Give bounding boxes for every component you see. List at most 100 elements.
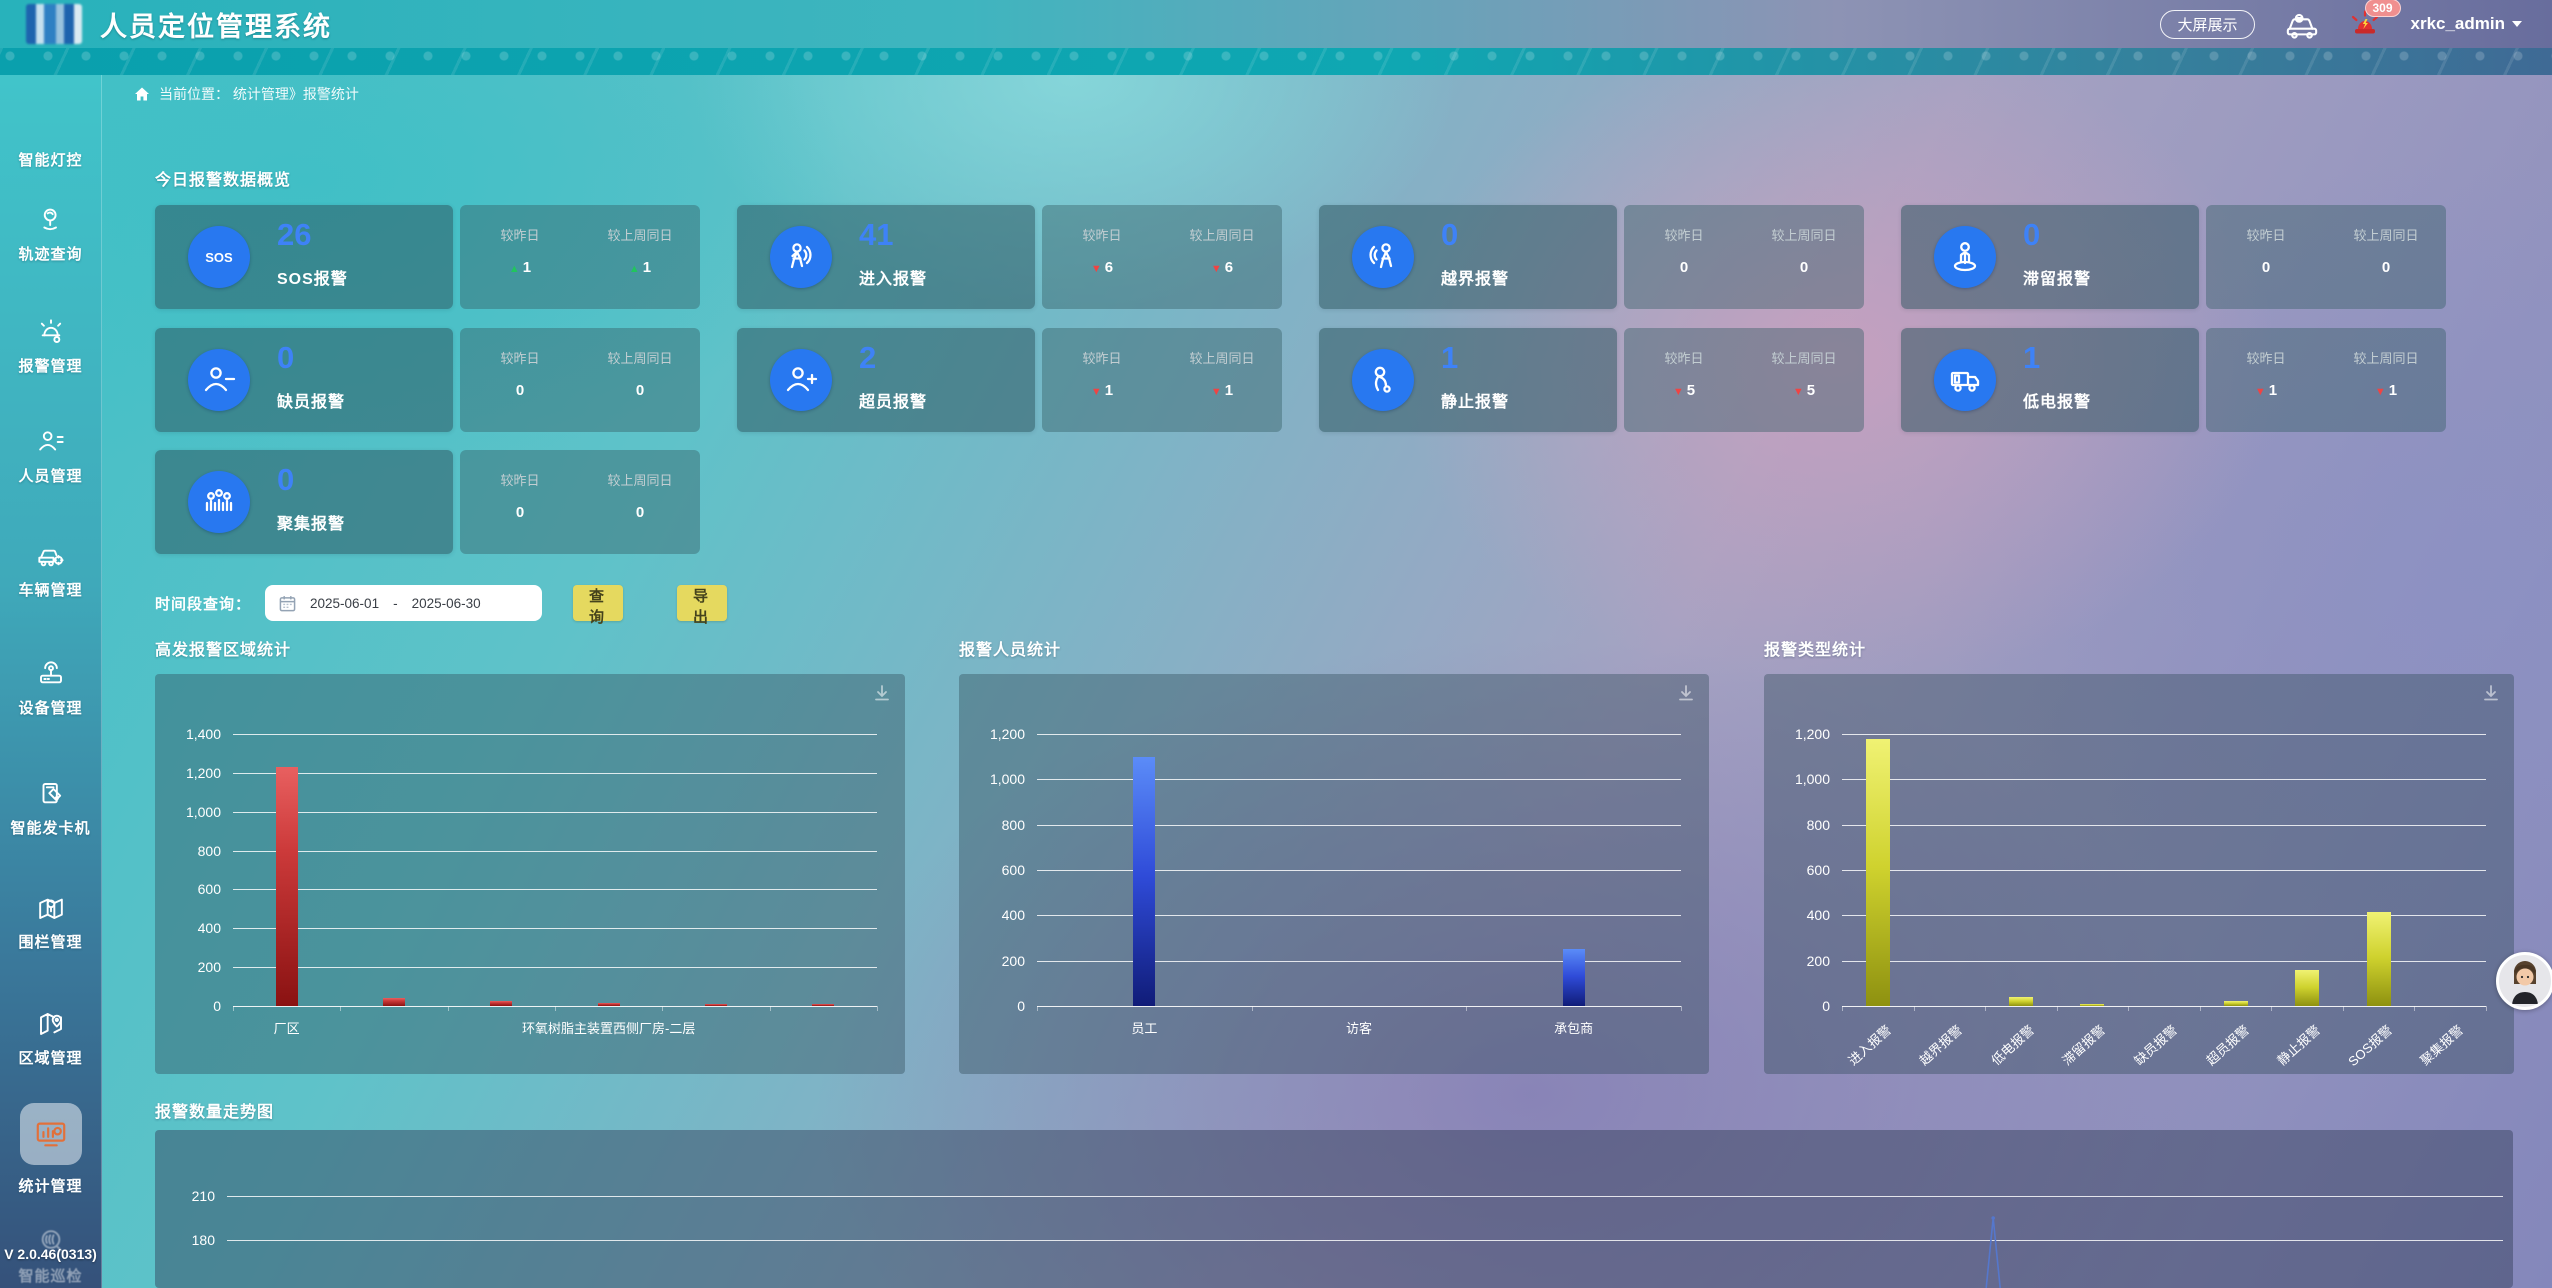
alarm-card-compare-7: 较昨日 ▼ 5 较上周同日 ▼ 5 [1624,327,1864,432]
bar-4 [2080,1003,2105,1006]
alarm-card-label: 缺员报警 [277,393,346,411]
sidebar-item-10[interactable]: 统计管理 [0,1103,101,1196]
alarm-manage-icon [0,317,101,347]
sidebar-item-3[interactable]: 报警管理 [0,317,101,376]
card-dispenser-icon [0,779,101,809]
alarm-card-compare-1: 较昨日 ▲ 1 较上周同日 ▲ 1 [460,205,700,309]
gridline [1037,734,1681,735]
y-tick-label: 400 [197,920,221,937]
area-manage-icon [0,1009,101,1039]
trend-down-icon: ▼ [1090,263,1102,275]
sidebar-nav: 智能灯控轨迹查询报警管理人员管理车辆管理设备管理智能发卡机围栏管理区域管理统计管… [0,75,102,1288]
gridline [233,1006,877,1007]
sidebar-item-2[interactable]: 轨迹查询 [0,205,101,264]
gridline [233,811,877,813]
sidebar-item-11[interactable]: 智能巡检 [0,1227,101,1286]
download-icon[interactable] [2482,684,2500,707]
chart-title-region: 高发报警区域统计 [155,642,292,659]
x-axis [1842,1006,2486,1007]
chart-type-stats: 0 200 400 600 800 1,000 1,200 进入报警 越界报警 低电报警 滞留报警缺… [1764,674,2514,1074]
x-axis [233,1006,877,1007]
sidebar-item-4[interactable]: 人员管理 [0,427,101,486]
avatar-face-icon [2512,961,2538,1004]
bar-7 [2295,969,2320,1006]
bar-3 [2008,996,2033,1006]
gridline [1842,870,2486,871]
x-category-label: 员工 [1131,1021,1158,1036]
date-end-value: 2025-06-30 [411,595,481,611]
bar-5 [705,1004,727,1006]
alarm-card-3: 0 越界报警 [1319,205,1617,309]
bar-1 [1865,738,1890,1006]
y-tick-label: 600 [1806,862,1830,878]
axis-tick [877,1006,878,1011]
trend-down-icon: ▼ [1210,385,1222,398]
download-icon[interactable] [1677,684,1695,707]
alarm-siren-icon[interactable]: 309 [2349,0,2401,40]
gridline [233,889,877,891]
big-screen-button[interactable]: 大屏展示 [2160,9,2255,39]
gridline [1037,824,1681,826]
enter-alarm-icon [770,226,832,288]
alarm-card-compare-4: 较昨日 0 较上周同日 0 [2206,205,2446,309]
y-tick-label: 600 [1001,862,1025,878]
export-button[interactable]: 导 出 [677,585,728,626]
sidebar-item-6[interactable]: 设备管理 [0,659,101,718]
alarm-card-label: 超员报警 [859,393,928,411]
alarm-card-compare-6: 较昨日 ▼ 1 较上周同日 ▼ 1 [1042,327,1282,432]
low-battery-alarm-icon [1934,348,1996,411]
sidebar-item-9[interactable]: 区域管理 [0,1009,101,1068]
alarm-card-7: 1 静止报警 [1319,327,1617,432]
assistant-avatar-button[interactable] [2496,952,2552,1010]
sidebar-item-7[interactable]: 智能发卡机 [0,779,101,838]
sidebar-item-1[interactable]: 智能灯控 [18,152,83,169]
alarm-card-2: 41 进入报警 [737,205,1035,309]
alarm-card-compare-8: 较昨日 ▼ 1 较上周同日 ▼ 1 [2206,327,2446,432]
y-tick-label: 1,400 [185,726,221,742]
alarm-card-label: 越界报警 [1441,271,1510,288]
x-category-label: 访客 [1345,1021,1372,1036]
y-tick-label: 0 [1822,998,1830,1014]
y-tick-label: 400 [1001,907,1025,924]
alarm-card-value: 0 [277,339,295,375]
bar-6 [812,1004,835,1006]
axis-tick [340,1006,342,1011]
axis-tick [447,1006,449,1011]
date-range-input[interactable]: 2025-06-01 - 2025-06-30 [265,585,543,621]
header-decoration-strip [0,48,2552,75]
trend-up-icon: ▲ [508,263,520,275]
axis-tick [1913,1006,1915,1011]
linger-alarm-icon [1934,226,1996,288]
download-icon[interactable] [873,684,891,707]
gather-alarm-icon [188,471,250,533]
alarm-card-label: 低电报警 [2023,393,2092,411]
gridline [1037,1006,1681,1007]
vehicle-monitor-icon[interactable] [2285,9,2319,39]
y-tick-label: 1,200 [989,726,1025,742]
alarm-card-value: 2 [859,339,877,375]
bar-6 [2223,1001,2248,1006]
user-menu[interactable]: xrkc_admin [2411,14,2522,34]
chart-region-stats: 0 200 400 600 800 1,000 1,200 1,400 厂区 环氧树脂主装置西侧厂… [155,674,905,1074]
y-tick-label: 200 [1806,952,1830,969]
trend-down-icon: ▼ [1210,263,1222,275]
y-tick-label: 1,000 [1794,771,1830,788]
y-tick-label: 400 [1806,907,1830,924]
trend-down-icon: ▼ [1090,385,1102,398]
gridline [233,734,877,735]
date-range-separator: - [393,595,398,611]
absent-alarm-icon [188,348,250,411]
sidebar-item-8[interactable]: 围栏管理 [0,893,101,952]
top-header: 人员定位管理系统 大屏展示 309 [0,0,2552,48]
gridline [227,1240,2503,1241]
company-logo [26,4,82,44]
axis-tick [1985,1006,1987,1011]
gridline [1037,960,1681,962]
axis-tick [1251,1006,1253,1011]
search-button[interactable]: 查 询 [573,585,624,626]
bar-8 [2366,911,2391,1006]
alarm-card-6: 2 超员报警 [737,327,1035,432]
alarm-card-value: 0 [277,462,295,497]
sidebar-item-5[interactable]: 车辆管理 [0,541,101,600]
y-tick-label: 0 [213,998,221,1014]
